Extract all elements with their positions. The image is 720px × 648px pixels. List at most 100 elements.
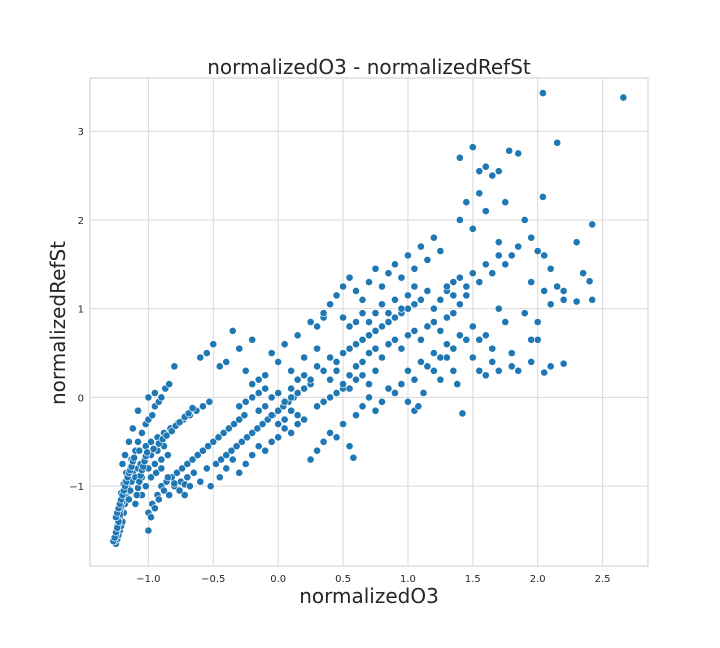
scatter-point <box>481 207 490 215</box>
scatter-point <box>579 269 588 278</box>
scatter-point <box>241 366 250 375</box>
scatter-point <box>619 93 628 102</box>
scatter-point <box>397 380 406 389</box>
scatter-point <box>222 451 231 459</box>
scatter-point <box>147 437 155 446</box>
scatter-point <box>274 420 283 428</box>
scatter-point <box>306 375 315 384</box>
scatter-point <box>475 278 484 286</box>
x-tick-label: 1.0 <box>400 574 416 585</box>
scatter-point <box>371 344 380 353</box>
y-axis-ticks: −1 0 1 2 3 <box>69 127 84 493</box>
scatter-point <box>274 406 283 415</box>
scatter-point <box>546 264 555 273</box>
scatter-point <box>228 326 237 335</box>
scatter-point <box>494 304 503 313</box>
scatter-point <box>339 420 347 428</box>
scatter-point <box>442 313 451 322</box>
scatter-point <box>553 138 562 147</box>
scatter-point <box>261 402 270 411</box>
scatter-point <box>507 362 516 371</box>
scatter-point <box>514 242 523 251</box>
scatter-point <box>237 437 246 446</box>
scatter-point <box>148 411 157 420</box>
scatter-point <box>131 499 140 508</box>
scatter-point <box>417 335 425 344</box>
scatter-point <box>527 358 536 366</box>
scatter-point <box>326 429 334 437</box>
scatter-point <box>306 318 315 326</box>
scatter-point <box>248 429 257 437</box>
scatter-point <box>345 384 354 393</box>
scatter-point <box>235 402 244 411</box>
scatter-point <box>332 291 341 300</box>
scatter-point <box>287 393 296 402</box>
scatter-point <box>183 473 192 482</box>
scatter-point <box>352 340 360 349</box>
scatter-point <box>365 393 373 402</box>
scatter-point <box>488 358 497 366</box>
scatter-point <box>313 344 321 353</box>
scatter-point <box>358 309 367 318</box>
scatter-point <box>404 304 412 313</box>
chart-title: normalizedO3 - normalizedRefSt <box>207 55 531 79</box>
scatter-point <box>358 335 367 344</box>
scatter-point <box>162 431 171 440</box>
scatter-point <box>559 295 568 304</box>
scatter-point <box>514 149 523 158</box>
scatter-point <box>505 146 514 155</box>
scatter-point <box>167 427 176 436</box>
scatter-point <box>147 473 155 482</box>
scatter-point <box>165 380 174 389</box>
scatter-point <box>391 389 399 397</box>
scatter-point <box>180 491 189 499</box>
scatter-point <box>147 513 155 522</box>
scatter-point <box>319 309 328 318</box>
scatter-point <box>173 468 181 477</box>
x-axis-ticks: −1.0 −0.5 0.0 0.5 1.0 1.5 2.0 2.5 <box>136 574 610 585</box>
scatter-point <box>222 464 231 473</box>
scatter-point <box>417 295 425 304</box>
scatter-point <box>293 420 302 428</box>
scatter-point <box>141 482 150 491</box>
scatter-point <box>352 375 360 384</box>
scatter-point <box>540 251 549 260</box>
scatter-point <box>332 433 341 442</box>
scatter-point <box>128 424 137 433</box>
scatter-point <box>202 464 211 473</box>
scatter-point <box>358 295 367 304</box>
scatter-point <box>254 389 263 397</box>
scatter-point <box>527 278 536 286</box>
scatter-point <box>198 402 207 411</box>
scatter-point <box>436 375 445 384</box>
scatter-point <box>358 371 367 380</box>
scatter-point <box>371 406 380 415</box>
scatter-point <box>274 358 283 366</box>
scatter-point <box>349 453 358 462</box>
scatter-point <box>254 406 263 415</box>
scatter-point <box>449 291 458 300</box>
scatter-point <box>436 326 445 335</box>
scatter-point <box>455 273 464 282</box>
scatter-point <box>397 273 406 282</box>
scatter-point <box>588 295 597 304</box>
scatter-point <box>442 282 451 291</box>
scatter-point <box>345 371 354 380</box>
scatter-point <box>520 216 529 224</box>
scatter-point <box>287 384 296 393</box>
scatter-point <box>371 264 380 273</box>
scatter-point <box>150 504 159 513</box>
scatter-point <box>293 375 302 384</box>
scatter-point <box>429 366 438 375</box>
scatter-point <box>488 344 497 353</box>
scatter-point <box>202 349 211 357</box>
scatter-point <box>248 380 257 389</box>
scatter-point <box>332 389 341 397</box>
scatter-point <box>527 335 536 344</box>
scatter-point <box>423 287 432 295</box>
scatter-point <box>267 437 276 446</box>
scatter-point <box>423 362 432 371</box>
scatter-point <box>227 446 236 455</box>
y-tick-label: 0 <box>78 393 84 404</box>
scatter-point <box>241 397 250 406</box>
